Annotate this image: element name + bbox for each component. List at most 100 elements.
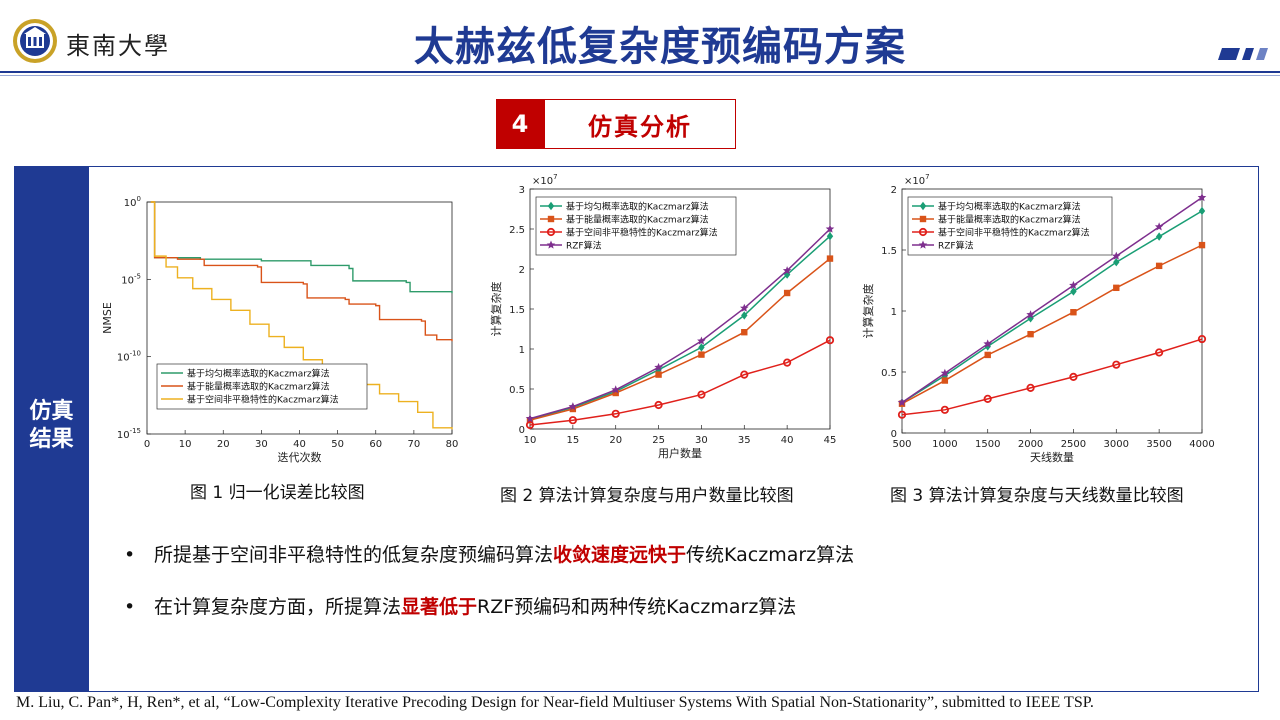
data-point: [1026, 310, 1035, 319]
legend-marker: [547, 201, 555, 211]
x-tick-label: 4000: [1189, 439, 1214, 450]
data-point: [825, 224, 835, 233]
x-tick-label: 20: [609, 435, 622, 446]
data-point: [1026, 383, 1035, 392]
y-tick-label: 2: [891, 185, 897, 196]
legend-entry: 基于能量概率选取的Kaczmarz算法: [187, 381, 330, 393]
x-tick-label: 30: [255, 439, 268, 450]
section-number: 4: [496, 99, 544, 149]
legend-marker: [919, 215, 927, 223]
university-logo-text: 東南大學: [66, 32, 170, 60]
series-line-2: [529, 258, 831, 421]
bullet-dot: •: [124, 596, 136, 618]
section-title: 仿真分析: [544, 99, 736, 149]
legend-box: [535, 196, 737, 256]
sidebar: 仿真 结果: [14, 166, 89, 692]
y-tick-label: 1: [519, 345, 525, 356]
series-line-1: [150, 201, 453, 294]
data-point: [1154, 222, 1164, 231]
legend-marker: [918, 240, 928, 249]
y-tick-label: 2.5: [509, 225, 525, 236]
data-point: [655, 371, 662, 378]
y-axis-label: NMSE: [101, 302, 114, 334]
y-tick-label: 3: [519, 185, 525, 196]
bullet-1-tail: 传统Kaczmarz算法: [686, 544, 855, 566]
x-tick-label: 15: [566, 435, 579, 446]
legend-entry: 基于均匀概率选取的Kaczmarz算法: [187, 368, 330, 380]
x-tick-label: 60: [369, 439, 382, 450]
x-tick-label: 30: [695, 435, 708, 446]
data-point: [1112, 251, 1121, 260]
y-tick-label: 100: [124, 195, 141, 209]
data-point: [1197, 334, 1207, 344]
x-tick-label: 80: [446, 439, 459, 450]
y-axis-label: 计算复杂度: [489, 282, 503, 337]
data-point: [698, 351, 705, 358]
data-point: [1070, 309, 1077, 316]
x-tick-label: 0: [144, 439, 150, 450]
legend-entry: 基于空间非平稳特性的Kaczmarz算法: [187, 394, 339, 406]
data-point: [1113, 284, 1120, 292]
data-point: [940, 368, 950, 377]
bullet-2-highlight: 显著低于: [401, 596, 478, 618]
data-point: [1027, 330, 1034, 338]
legend-box: [907, 196, 1113, 256]
x-axis-label: 用户数量: [658, 446, 702, 460]
data-point: [697, 336, 706, 345]
legend-entry: RZF算法: [566, 240, 602, 252]
x-tick-label: 10: [524, 435, 537, 446]
data-point: [1069, 280, 1078, 289]
data-point: [1069, 372, 1078, 381]
x-tick-label: 3500: [1146, 439, 1171, 450]
x-tick-label: 2000: [1018, 439, 1043, 450]
reference-citation: M. Liu, C. Pan*, H, Ren*, et al, “Low-Co…: [16, 694, 1094, 711]
data-point: [740, 370, 749, 379]
x-tick-label: 500: [892, 439, 911, 450]
bullet-2-text: 在计算复杂度方面，所提算法: [154, 596, 402, 618]
x-tick-label: 2500: [1061, 439, 1086, 450]
series-3: [525, 336, 835, 430]
y-tick-label: 0: [891, 429, 897, 440]
series-4: [897, 193, 1207, 407]
y-tick-label: 2: [519, 265, 525, 276]
data-point: [569, 405, 577, 413]
data-point: [826, 255, 834, 262]
data-point: [1197, 193, 1207, 202]
y-exponent-label: ×107: [532, 173, 558, 187]
figure-2-caption: 图 2 算法计算复杂度与用户数量比较图: [500, 486, 794, 506]
data-point: [741, 329, 748, 336]
legend-entry: 基于均匀概率选取的Kaczmarz算法: [566, 201, 709, 213]
data-point: [825, 336, 835, 345]
bullet-1: • 所提基于空间非平稳特性的低复杂度预编码算法收敛速度远快于传统Kaczmarz算…: [124, 540, 854, 567]
sidebar-label-line2: 结果: [29, 427, 74, 452]
data-point: [525, 414, 535, 423]
y-exponent-label: ×107: [904, 173, 930, 187]
data-point: [783, 289, 791, 297]
data-point: [1070, 287, 1077, 296]
y-tick-label: 10-5: [121, 272, 141, 286]
x-tick-label: 45: [824, 435, 837, 446]
x-tick-label: 10: [179, 439, 192, 450]
x-axis-label: 天线数量: [1030, 450, 1074, 464]
chart-complexity-antennas: 500 1000 1500 2000 2500 3000 3500 4000 0 0.5 1 1.5 2…: [861, 173, 1215, 464]
series-line-4: [901, 196, 1203, 404]
y-tick-label: 0.5: [881, 368, 897, 379]
data-point: [611, 409, 620, 418]
y-tick-label: 0.5: [509, 385, 525, 396]
series-line-3: [529, 339, 831, 426]
data-point: [611, 385, 620, 394]
y-tick-label: 1.5: [881, 246, 897, 257]
series-4: [525, 224, 835, 423]
series-line-4: [529, 228, 831, 420]
series-3: [897, 334, 1207, 419]
bullet-dot: •: [124, 544, 136, 566]
series-line-1: [901, 210, 1203, 404]
data-point: [568, 416, 577, 425]
data-point: [612, 389, 619, 397]
sidebar-label-line1: 仿真: [29, 399, 74, 424]
legend-entry: RZF算法: [938, 240, 974, 252]
x-tick-label: 3000: [1104, 439, 1129, 450]
legend-box: [156, 363, 368, 410]
data-point: [941, 377, 949, 384]
data-point: [940, 405, 949, 414]
